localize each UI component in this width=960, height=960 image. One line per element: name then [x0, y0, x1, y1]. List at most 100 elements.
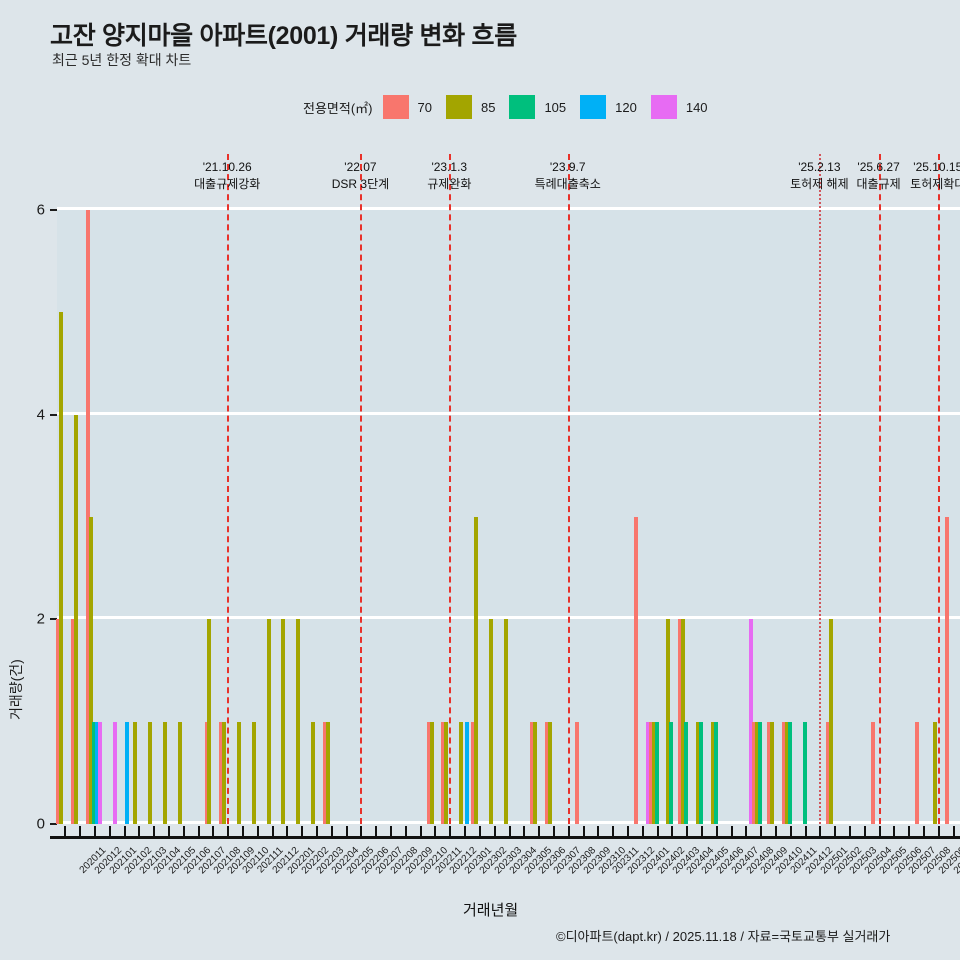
bar[interactable]: [459, 721, 464, 824]
bar[interactable]: [749, 619, 754, 824]
x-axis-tick-mark: [937, 826, 940, 838]
bar[interactable]: [163, 721, 168, 824]
bar[interactable]: [633, 517, 638, 824]
y-axis-tick-mark: [50, 823, 57, 825]
bar[interactable]: [325, 721, 330, 824]
grid-line: [57, 616, 960, 620]
event-marker-line: [878, 154, 881, 824]
bar[interactable]: [669, 721, 674, 824]
legend-label: 140: [685, 99, 708, 115]
bar[interactable]: [296, 619, 301, 824]
bar[interactable]: [97, 721, 102, 824]
bar[interactable]: [86, 210, 91, 824]
bar[interactable]: [829, 619, 834, 824]
bar[interactable]: [266, 619, 271, 824]
x-axis-tick-mark: [878, 826, 881, 838]
bar[interactable]: [441, 721, 446, 824]
x-axis-tick-mark: [730, 826, 733, 838]
bar[interactable]: [133, 721, 138, 824]
bar[interactable]: [678, 619, 683, 824]
bar[interactable]: [698, 721, 703, 824]
bar[interactable]: [769, 721, 774, 824]
bar[interactable]: [547, 721, 552, 824]
legend-item-140[interactable]: 140: [650, 95, 722, 119]
bar[interactable]: [112, 721, 117, 824]
bar[interactable]: [204, 721, 209, 824]
bar[interactable]: [74, 414, 79, 824]
bar[interactable]: [944, 517, 949, 824]
bar[interactable]: [755, 721, 760, 824]
bar[interactable]: [56, 619, 61, 824]
x-axis-tick-mark: [834, 826, 837, 838]
bar[interactable]: [574, 721, 579, 824]
bar[interactable]: [530, 721, 535, 824]
bar[interactable]: [684, 721, 689, 824]
bar[interactable]: [488, 619, 493, 824]
bar[interactable]: [94, 721, 99, 824]
bar[interactable]: [784, 721, 789, 824]
bar[interactable]: [870, 721, 875, 824]
x-axis-tick-mark: [508, 826, 511, 838]
bar[interactable]: [281, 619, 286, 824]
bar[interactable]: [311, 721, 316, 824]
bar[interactable]: [177, 721, 182, 824]
bar[interactable]: [207, 619, 212, 824]
bar[interactable]: [444, 721, 449, 824]
x-axis-tick-mark: [700, 826, 703, 838]
x-axis-tick-mark: [671, 826, 674, 838]
bar[interactable]: [713, 721, 718, 824]
bar[interactable]: [71, 619, 76, 824]
bar[interactable]: [695, 721, 700, 824]
y-axis-label: 거래량(건): [8, 659, 24, 720]
bar[interactable]: [648, 721, 653, 824]
bar[interactable]: [932, 721, 937, 824]
bar[interactable]: [222, 721, 227, 824]
bar[interactable]: [89, 517, 94, 824]
legend-items: 70 85 105 120 140: [382, 95, 722, 119]
x-axis-tick-mark: [686, 826, 689, 838]
legend-item-120[interactable]: 120: [580, 95, 651, 119]
bar[interactable]: [503, 619, 508, 824]
bar[interactable]: [219, 721, 224, 824]
bar[interactable]: [826, 721, 831, 824]
x-axis-tick-mark: [108, 826, 111, 838]
bar[interactable]: [124, 721, 129, 824]
bar[interactable]: [429, 721, 434, 824]
bar[interactable]: [787, 721, 792, 824]
bar[interactable]: [426, 721, 431, 824]
bar[interactable]: [651, 721, 656, 824]
legend-swatch-icon: [509, 95, 536, 119]
x-axis-tick-mark: [715, 826, 718, 838]
x-axis-tick-mark: [286, 826, 289, 838]
bar[interactable]: [645, 721, 650, 824]
legend-label: 70: [417, 99, 432, 115]
bar[interactable]: [544, 721, 549, 824]
bar[interactable]: [915, 721, 920, 824]
bar[interactable]: [251, 721, 256, 824]
bar[interactable]: [533, 721, 538, 824]
legend-item-70[interactable]: 70: [382, 95, 446, 119]
bar[interactable]: [148, 721, 153, 824]
bar[interactable]: [473, 517, 478, 824]
bar[interactable]: [322, 721, 327, 824]
legend-item-105[interactable]: 105: [509, 95, 580, 119]
bar[interactable]: [767, 721, 772, 824]
bar[interactable]: [237, 721, 242, 824]
y-axis-tick-mark: [50, 618, 57, 621]
legend-item-85[interactable]: 85: [445, 95, 509, 119]
bar[interactable]: [710, 721, 715, 824]
x-axis-tick-mark: [94, 826, 96, 838]
bar[interactable]: [781, 721, 786, 824]
bar[interactable]: [465, 721, 470, 824]
bar[interactable]: [802, 721, 807, 824]
bar[interactable]: [470, 721, 475, 824]
bar[interactable]: [758, 721, 763, 824]
x-axis-tick-mark: [256, 826, 259, 838]
bar[interactable]: [752, 721, 757, 824]
bar[interactable]: [92, 721, 96, 824]
event-marker-line: [819, 154, 822, 824]
bar[interactable]: [59, 312, 64, 824]
bar[interactable]: [681, 619, 686, 824]
bar[interactable]: [654, 721, 659, 824]
bar[interactable]: [666, 619, 671, 824]
